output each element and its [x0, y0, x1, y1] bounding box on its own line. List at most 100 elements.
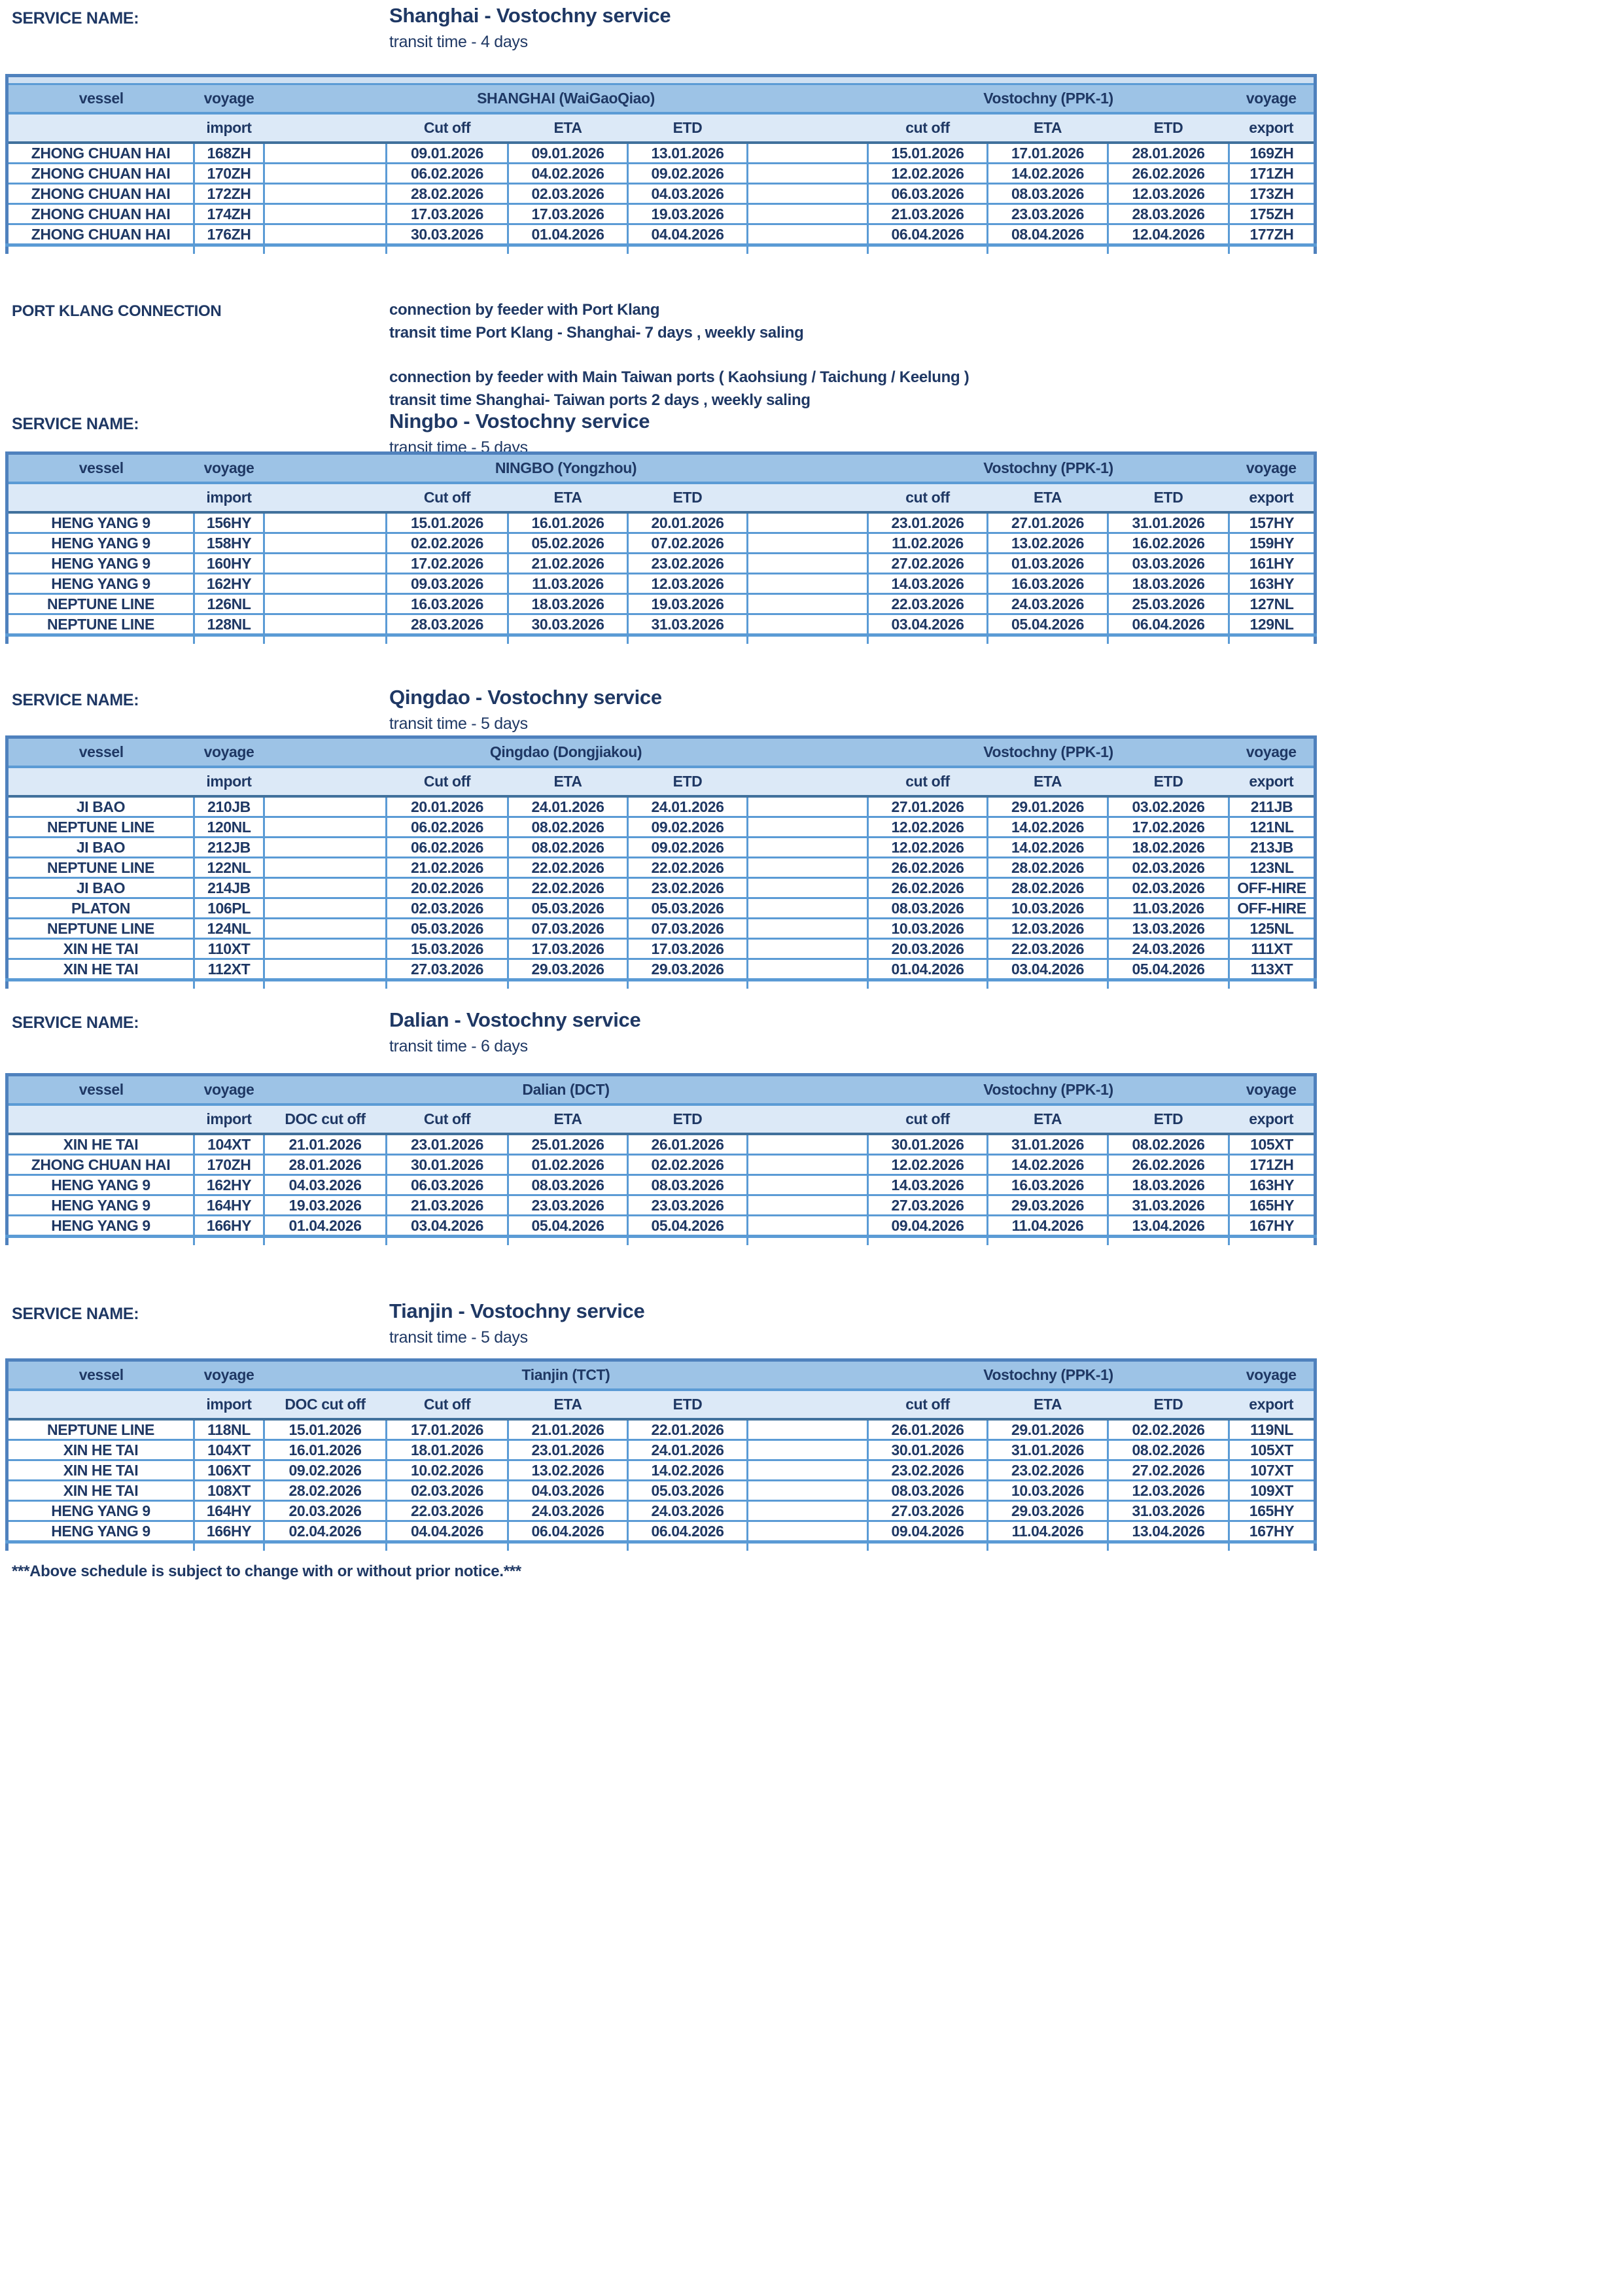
- strip-cell: [747, 75, 868, 85]
- cell-voyage-import: 126NL: [193, 593, 265, 615]
- table-row: JI BAO 212JB 06.02.2026 08.02.2026 09.02.202…: [6, 836, 1317, 858]
- table-row: ZHONG CHUAN HAI 172ZH 28.02.2026 02.03.2026…: [6, 183, 1316, 205]
- tianjin-schedule-table-container: vessel voyage Tianjin (TCT) Vostochny (PPK-…: [5, 1358, 1317, 1551]
- cell-origin-eta: 08.02.2026: [507, 836, 629, 858]
- cell-vessel: XIN HE TAI: [6, 1439, 195, 1461]
- origin-etd-header: ETD: [627, 483, 748, 514]
- cell-dest-cutoff: 12.02.2026: [867, 816, 989, 838]
- cell-voyage-export: 173ZH: [1228, 183, 1316, 205]
- stub-cell: [385, 243, 509, 254]
- stub-cell: [6, 978, 195, 989]
- doc-cutoff-header: [264, 113, 387, 144]
- dest-eta-header: ETA: [987, 113, 1108, 144]
- cell-voyage-export: 113XT: [1228, 958, 1317, 981]
- table-row: HENG YANG 9 162HY 04.03.2026 06.03.2026 08.0…: [6, 1174, 1316, 1196]
- stub-cell: [6, 1540, 195, 1551]
- vessel-column-header: vessel: [7, 737, 194, 768]
- cell-dest-eta: 10.03.2026: [986, 1479, 1109, 1502]
- cell-dest-etd: 13.04.2026: [1107, 1214, 1230, 1237]
- cell-origin-cutoff: 17.01.2026: [385, 1418, 509, 1441]
- table-row: HENG YANG 9 162HY 09.03.2026 11.03.2026 12.0…: [6, 573, 1317, 595]
- cell-vessel: NEPTUNE LINE: [6, 857, 195, 879]
- cell-doc-cutoff: [263, 917, 387, 940]
- cell-origin-eta: 07.03.2026: [507, 917, 629, 940]
- stub-cell: [1228, 633, 1317, 644]
- cell-voyage-import: 170ZH: [193, 162, 265, 185]
- cell-origin-eta: 06.04.2026: [507, 1520, 629, 1543]
- cell-dest-cutoff: 26.02.2026: [867, 877, 989, 899]
- service-name-label: SERVICE NAME:: [12, 415, 139, 433]
- service-header-qingdao: SERVICE NAME: Qingdao - Vostochny servic…: [0, 686, 1623, 747]
- cell-dest-eta: 31.01.2026: [986, 1439, 1109, 1461]
- cell-vessel: ZHONG CHUAN HAI: [6, 203, 195, 225]
- stub-cell: [1228, 243, 1316, 254]
- cell-voyage-export: 211JB: [1228, 795, 1317, 818]
- table-row: XIN HE TAI 106XT 09.02.2026 10.02.2026 13.02…: [6, 1459, 1316, 1481]
- cell-dest-etd: 17.02.2026: [1107, 816, 1230, 838]
- vessel-column-header: vessel: [7, 1074, 194, 1106]
- port-header-row: vessel voyage Tianjin (TCT) Vostochny (PPK-…: [7, 1360, 1316, 1391]
- cell-origin-etd: 07.02.2026: [627, 532, 748, 554]
- cell-vessel: HENG YANG 9: [6, 552, 195, 574]
- service-title: Qingdao - Vostochny service: [389, 686, 662, 709]
- stub-cell: [1107, 978, 1230, 989]
- stub-cell: [507, 633, 629, 644]
- service-header-ningbo: SERVICE NAME: Ningbo - Vostochny service…: [0, 410, 1623, 471]
- cell-origin-cutoff: 04.04.2026: [385, 1520, 509, 1543]
- cell-voyage-export: 163HY: [1228, 573, 1317, 595]
- cell-dest-etd: 18.02.2026: [1107, 836, 1230, 858]
- cell-dest-etd: 12.04.2026: [1107, 223, 1230, 246]
- cell-dest-cutoff: 14.03.2026: [867, 1174, 988, 1196]
- cell-gap: [746, 1439, 869, 1461]
- dest-etd-header: ETD: [1108, 1390, 1229, 1421]
- cell-gap: [746, 511, 869, 534]
- cell-gap: [746, 1154, 869, 1176]
- schedule-table-shanghai: vessel voyage SHANGHAI (WaiGaoQiao) Vostoch…: [5, 74, 1317, 254]
- cell-voyage-import: 156HY: [193, 511, 265, 534]
- table-row: NEPTUNE LINE 118NL 15.01.2026 17.01.2026 21.…: [6, 1418, 1316, 1441]
- cell-origin-cutoff: 23.01.2026: [385, 1133, 509, 1156]
- voyage-column-header: voyage: [194, 84, 264, 115]
- cell-vessel: HENG YANG 9: [6, 573, 195, 595]
- cell-origin-eta: 05.02.2026: [507, 532, 629, 554]
- cell-dest-etd: 18.03.2026: [1107, 573, 1230, 595]
- dest-etd-header: ETD: [1108, 483, 1229, 514]
- blank-header-cell: [747, 483, 868, 514]
- cell-voyage-export: 167HY: [1228, 1520, 1316, 1543]
- voyage-column-header: voyage: [1229, 1074, 1316, 1106]
- table-row: HENG YANG 9 158HY 02.02.2026 05.02.2026 07.0…: [6, 532, 1317, 554]
- cell-origin-etd: 17.03.2026: [627, 938, 748, 960]
- cell-origin-cutoff: 15.03.2026: [385, 938, 509, 960]
- stub-cell: [263, 633, 387, 644]
- table-row: ZHONG CHUAN HAI 170ZH 28.01.2026 30.01.2026…: [6, 1154, 1316, 1176]
- cell-doc-cutoff: 02.04.2026: [263, 1520, 387, 1543]
- cell-origin-etd: 04.04.2026: [627, 223, 748, 246]
- cell-dest-etd: 16.02.2026: [1107, 532, 1230, 554]
- origin-cutoff-header: Cut off: [386, 113, 508, 144]
- stub-cell: [193, 1540, 265, 1551]
- stub-cell: [986, 978, 1109, 989]
- port-klang-note-line: transit time Port Klang - Shanghai- 7 da…: [389, 324, 804, 342]
- stub-cell: [867, 978, 989, 989]
- cell-voyage-import: 174ZH: [193, 203, 265, 225]
- cell-dest-etd: 24.03.2026: [1107, 938, 1230, 960]
- stub-cell: [1107, 243, 1230, 254]
- transit-time-note: transit time - 5 days: [389, 715, 528, 733]
- stub-cell: [6, 633, 195, 644]
- cell-origin-etd: 09.02.2026: [627, 816, 748, 838]
- cell-voyage-export: 109XT: [1228, 1479, 1316, 1502]
- strip-cell: [7, 75, 194, 85]
- cell-vessel: NEPTUNE LINE: [6, 593, 195, 615]
- cell-dest-eta: 16.03.2026: [986, 573, 1109, 595]
- service-title: Dalian - Vostochny service: [389, 1008, 641, 1031]
- origin-eta-header: ETA: [508, 767, 628, 798]
- vessel-column-header: vessel: [7, 1360, 194, 1391]
- table-row: XIN HE TAI 104XT 21.01.2026 23.01.2026 25.01…: [6, 1133, 1316, 1156]
- port-header-row: vessel voyage Qingdao (Dongjiakou) Vostochn…: [7, 737, 1316, 768]
- cell-dest-cutoff: 26.02.2026: [867, 857, 989, 879]
- cell-dest-etd: 31.03.2026: [1107, 1194, 1230, 1216]
- voyage-column-header: voyage: [1229, 84, 1316, 115]
- cell-origin-eta: 02.03.2026: [507, 183, 629, 205]
- table-row: XIN HE TAI 108XT 28.02.2026 02.03.2026 04.03…: [6, 1479, 1316, 1502]
- cell-origin-etd: 23.03.2026: [627, 1194, 748, 1216]
